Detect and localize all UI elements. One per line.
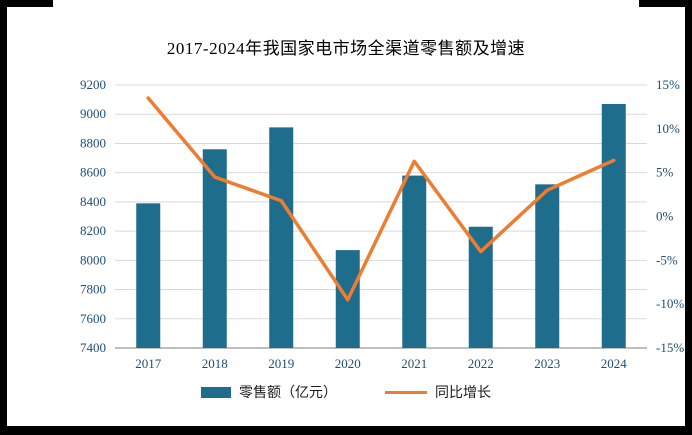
right-axis-label: -5% — [656, 252, 678, 267]
chart-canvas: 7400 7600 7800 8000 8200 8400 8600 8800 9000 9200… — [80, 77, 684, 371]
left-axis-label: 7800 — [80, 282, 106, 297]
x-axis-label: 2019 — [268, 356, 294, 371]
left-axis-label: 9000 — [80, 106, 106, 121]
bar-2022 — [468, 226, 493, 348]
x-axis-label: 2017 — [135, 356, 162, 371]
bar-2021 — [402, 175, 427, 348]
left-axis-label: 8400 — [80, 194, 106, 209]
left-axis-label: 9200 — [80, 77, 106, 92]
legend-line-label: 同比增长 — [435, 386, 491, 401]
right-axis-label: 5% — [656, 165, 674, 180]
chart-title: 2017-2024年我国家电市场全渠道零售额及增速 — [166, 39, 526, 58]
left-axis-label: 8200 — [80, 223, 106, 238]
bar-2024 — [601, 103, 626, 348]
left-axis-label: 7600 — [80, 311, 106, 326]
chart-legend: 零售额（亿元） 同比增长 — [7, 382, 685, 402]
legend-item-growth: 同比增长 — [385, 382, 491, 402]
x-axis-label: 2022 — [468, 356, 494, 371]
right-axis-label: 15% — [656, 77, 680, 92]
x-axis-label: 2018 — [202, 356, 228, 371]
legend-item-retail: 零售额（亿元） — [201, 382, 337, 402]
x-axis-label: 2024 — [601, 356, 628, 371]
x-axis-label: 2021 — [401, 356, 427, 371]
line-swatch-icon — [385, 390, 427, 394]
x-axis-label: 2020 — [335, 356, 361, 371]
bar-2017 — [136, 203, 161, 348]
growth-line — [146, 96, 616, 302]
left-axis-label: 7400 — [80, 340, 106, 355]
bar-2023 — [535, 184, 560, 348]
legend-bar-label: 零售额（亿元） — [239, 386, 337, 401]
bar-2018 — [202, 149, 227, 348]
right-axis-label: -15% — [656, 340, 684, 355]
right-axis-label: 0% — [656, 209, 674, 224]
left-axis-label: 8000 — [80, 252, 106, 267]
left-axis-label: 8800 — [80, 135, 106, 150]
bar-swatch-icon — [201, 386, 231, 398]
right-axis-label: -10% — [656, 296, 684, 311]
x-axis-label: 2023 — [534, 356, 560, 371]
bar-2019 — [269, 127, 294, 348]
left-axis-label: 8600 — [80, 165, 106, 180]
right-axis-label: 10% — [656, 121, 680, 136]
